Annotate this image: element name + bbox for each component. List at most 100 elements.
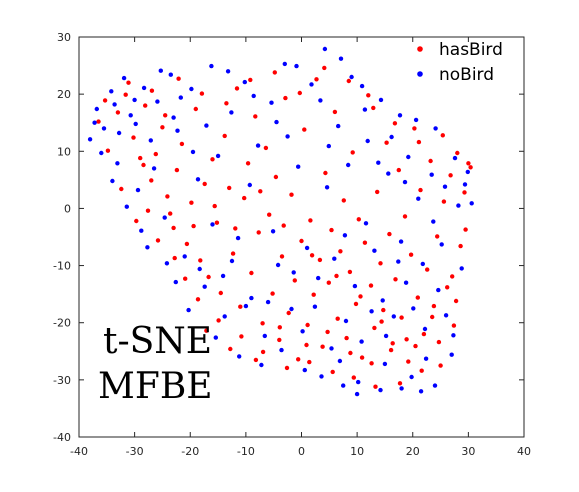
point-noBird-17 (202, 284, 207, 289)
point-noBird-111 (338, 56, 344, 61)
point-noBird-92 (300, 329, 305, 334)
point-noBird-128 (332, 256, 337, 261)
point-noBird-1 (94, 106, 100, 112)
point-hasBird-133 (199, 91, 205, 96)
point-noBird-88 (213, 335, 218, 340)
point-noBird-53 (442, 184, 448, 189)
point-hasBird-132 (176, 76, 181, 81)
point-hasBird-57 (335, 316, 340, 321)
y-tick-label--20: -20 (53, 317, 71, 330)
point-noBird-94 (337, 358, 343, 364)
point-noBird-23 (242, 79, 247, 85)
point-noBird-82 (443, 313, 449, 318)
point-noBird-129 (352, 283, 358, 289)
point-noBird-10 (155, 99, 160, 104)
point-hasBird-71 (378, 261, 383, 266)
point-hasBird-70 (375, 189, 380, 195)
point-hasBird-92 (445, 285, 450, 290)
point-noBird-0 (87, 137, 93, 142)
point-hasBird-93 (448, 173, 453, 178)
x-tick-label-10: 10 (350, 445, 364, 458)
point-noBird-49 (416, 196, 421, 201)
point-noBird-72 (247, 182, 252, 188)
point-hasBird-13 (179, 141, 185, 147)
point-hasBird-53 (323, 170, 328, 176)
point-hasBird-154 (379, 319, 384, 324)
point-hasBird-37 (273, 174, 279, 180)
point-noBird-83 (459, 266, 464, 271)
point-noBird-130 (372, 248, 377, 253)
point-hasBird-48 (308, 218, 313, 223)
point-hasBird-23 (222, 133, 227, 139)
point-noBird-4 (115, 161, 120, 166)
point-hasBird-20 (210, 157, 215, 162)
point-hasBird-109 (351, 375, 356, 380)
point-hasBird-123 (348, 350, 353, 356)
point-noBird-91 (279, 347, 284, 353)
y-tick-label-0: 0 (64, 202, 71, 215)
point-hasBird-33 (260, 321, 265, 326)
point-hasBird-91 (441, 199, 447, 204)
point-hasBird-148 (233, 226, 238, 231)
point-hasBird-147 (212, 203, 217, 209)
x-tick-label-30: 30 (461, 445, 475, 458)
point-hasBird-84 (418, 187, 423, 193)
point-hasBird-74 (387, 231, 392, 237)
point-noBird-138 (346, 162, 351, 168)
point-hasBird-6 (143, 103, 148, 108)
point-hasBird-108 (330, 369, 335, 375)
point-noBird-50 (422, 326, 428, 332)
x-tick-label-0: 0 (298, 445, 305, 458)
point-noBird-61 (378, 387, 383, 393)
point-hasBird-159 (163, 113, 168, 118)
point-hasBird-97 (462, 190, 467, 195)
point-noBird-77 (343, 318, 349, 324)
point-noBird-7 (135, 187, 141, 193)
point-noBird-90 (259, 362, 264, 368)
point-hasBird-50 (314, 77, 319, 82)
point-noBird-84 (110, 178, 115, 184)
point-noBird-123 (220, 273, 226, 279)
point-hasBird-142 (416, 139, 422, 145)
point-noBird-73 (265, 299, 271, 305)
x-tick-label-20: 20 (406, 445, 420, 458)
point-noBird-86 (164, 261, 170, 266)
point-hasBird-10 (165, 194, 170, 199)
point-hasBird-146 (191, 223, 196, 229)
point-hasBird-144 (141, 162, 146, 168)
point-hasBird-44 (296, 357, 301, 362)
point-hasBird-143 (440, 133, 445, 138)
point-noBird-136 (386, 171, 391, 176)
point-noBird-104 (178, 95, 183, 100)
point-hasBird-125 (388, 347, 394, 353)
point-noBird-56 (462, 182, 468, 187)
point-noBird-70 (210, 222, 215, 227)
point-noBird-8 (141, 85, 147, 91)
point-hasBird-151 (309, 253, 315, 258)
point-hasBird-94 (451, 323, 457, 328)
point-noBird-118 (465, 169, 470, 175)
point-noBird-105 (204, 123, 209, 128)
point-hasBird-101 (172, 255, 177, 261)
point-hasBird-14 (184, 241, 190, 247)
point-noBird-16 (195, 177, 201, 182)
point-hasBird-87 (428, 158, 433, 164)
point-noBird-32 (302, 367, 307, 373)
point-noBird-85 (139, 228, 144, 233)
point-hasBird-39 (279, 254, 285, 259)
point-hasBird-7 (149, 178, 154, 183)
point-hasBird-0 (96, 119, 101, 124)
point-hasBird-107 (307, 359, 312, 365)
point-hasBird-83 (415, 295, 420, 300)
point-hasBird-141 (392, 121, 398, 126)
point-noBird-59 (418, 389, 424, 394)
point-hasBird-156 (430, 314, 435, 320)
point-hasBird-25 (230, 251, 236, 256)
point-hasBird-56 (332, 109, 338, 115)
point-noBird-102 (133, 121, 138, 127)
point-hasBird-145 (168, 211, 173, 216)
point-hasBird-90 (438, 363, 443, 368)
point-noBird-124 (243, 303, 249, 309)
point-hasBird-19 (206, 274, 211, 280)
